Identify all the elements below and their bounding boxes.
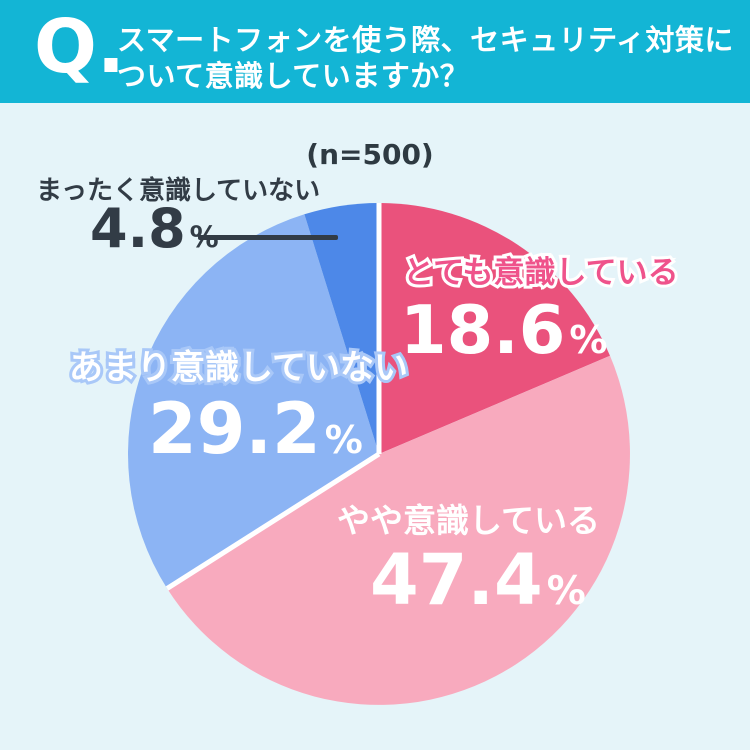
slice-value-none: 4.8% <box>90 202 219 256</box>
question-line-1: スマートフォンを使う際、セキュリティ対策に <box>117 23 734 57</box>
q-mark: Q. <box>34 4 126 90</box>
slice-value-none-number: 4.8 <box>90 197 186 260</box>
slice-label-very: とても意識している <box>400 255 682 292</box>
slice-value-notmuch-unit: % <box>324 418 363 462</box>
sample-size-label: (n=500) <box>306 138 434 171</box>
pie-slice-0 <box>379 203 610 454</box>
pie-slice-1 <box>167 355 630 705</box>
slice-value-somewhat: 47.4% <box>370 545 586 615</box>
slice-value-very: 18.6% <box>400 297 607 364</box>
question-text: スマートフォンを使う際、セキュリティ対策に ついて意識していますか？ <box>117 22 734 94</box>
slice-value-very-unit: % <box>569 318 608 362</box>
pie-slice-2 <box>127 214 380 589</box>
slice-value-notmuch: 29.2% <box>148 394 363 464</box>
leader-line-none <box>198 235 338 240</box>
slice-value-somewhat-unit: % <box>546 569 586 614</box>
slice-value-very-number: 18.6 <box>400 291 566 369</box>
slice-value-somewhat-number: 47.4 <box>370 539 543 621</box>
pie-slice-3 <box>304 202 379 454</box>
slice-label-notmuch: あまり意識していない <box>66 348 411 388</box>
slice-label-somewhat: やや意識している <box>337 501 601 540</box>
slice-value-none-unit: % <box>189 220 219 254</box>
slice-label-none: まったく意識していない <box>36 176 321 206</box>
slice-value-notmuch-number: 29.2 <box>148 388 321 470</box>
question-line-2: ついて意識していますか？ <box>117 59 470 93</box>
slice-separator <box>165 451 381 591</box>
question-header: Q. スマートフォンを使う際、セキュリティ対策に ついて意識していますか？ <box>0 0 750 103</box>
